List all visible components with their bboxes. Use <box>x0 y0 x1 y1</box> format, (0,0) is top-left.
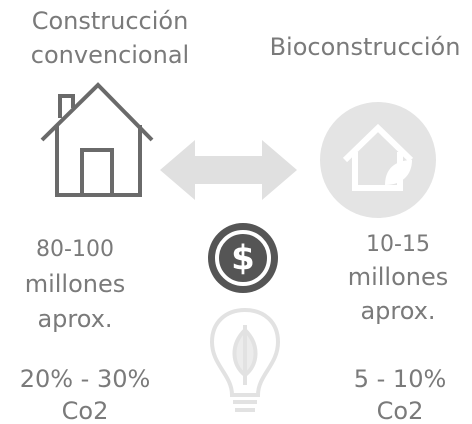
lightbulb-icon <box>209 307 281 412</box>
house-icon <box>40 82 154 197</box>
left-cost: 80-100 <box>36 237 114 262</box>
left-title: convencional <box>31 41 189 69</box>
left-cost: millones <box>25 270 126 298</box>
left-emission: 20% - 30% <box>20 365 151 393</box>
right-cost: 10-15 <box>366 232 430 257</box>
double-arrow <box>160 140 297 200</box>
right-title: Bioconstrucción <box>270 33 461 61</box>
left-emission: Co2 <box>62 397 109 424</box>
right-cost: millones <box>348 263 449 291</box>
right-cost: aprox. <box>360 297 435 325</box>
right-emission: Co2 <box>377 397 424 424</box>
right-emission: 5 - 10% <box>354 365 447 393</box>
dollar-icon: $ <box>208 223 278 293</box>
left-title: Construcción <box>32 7 189 35</box>
bio-icon <box>320 102 436 218</box>
left-cost: aprox. <box>37 305 112 333</box>
svg-text:$: $ <box>231 239 255 279</box>
